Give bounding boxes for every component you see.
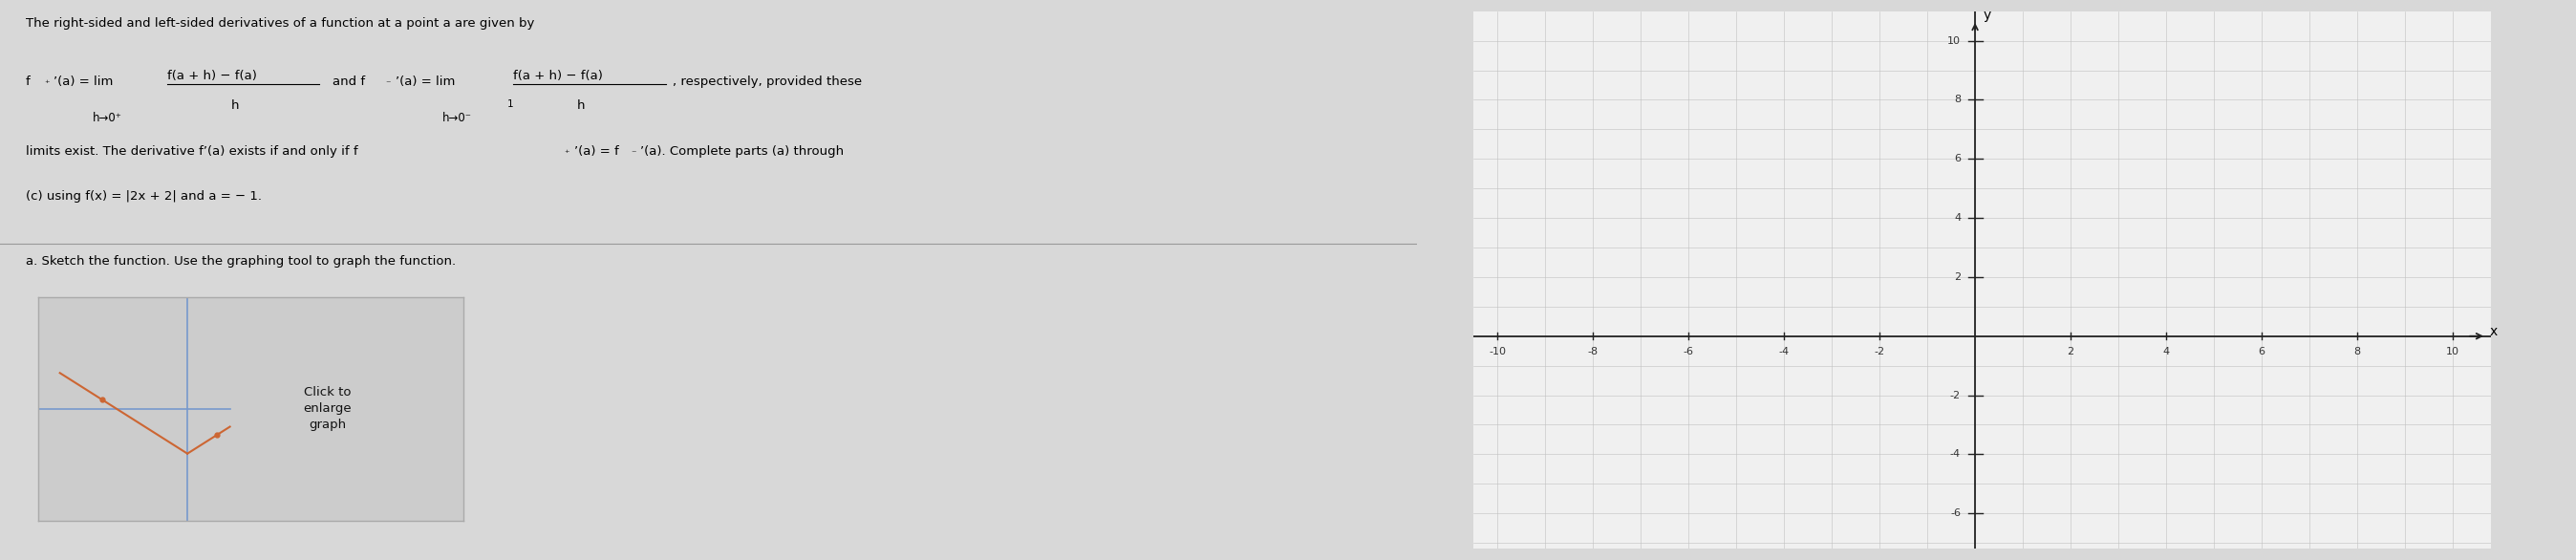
Text: y: y (1984, 9, 1991, 22)
Text: ’(a) = lim: ’(a) = lim (394, 76, 456, 88)
Text: h→0⁺: h→0⁺ (93, 112, 121, 124)
Text: ₋: ₋ (386, 76, 392, 85)
Text: 8: 8 (1955, 95, 1960, 105)
Text: a. Sketch the function. Use the graphing tool to graph the function.: a. Sketch the function. Use the graphing… (26, 255, 456, 267)
Text: -2: -2 (1950, 390, 1960, 400)
Text: limits exist. The derivative f’(a) exists if and only if f: limits exist. The derivative f’(a) exist… (26, 146, 358, 158)
Text: h: h (577, 99, 585, 111)
Text: 1: 1 (507, 99, 513, 109)
Text: ’(a) = lim: ’(a) = lim (54, 76, 113, 88)
Text: ₊: ₊ (44, 76, 49, 85)
Text: (c) using f(x) = |2x + 2| and a = − 1.: (c) using f(x) = |2x + 2| and a = − 1. (26, 190, 263, 203)
Text: ’(a) = f: ’(a) = f (574, 146, 618, 158)
Text: 2: 2 (1955, 272, 1960, 282)
Text: ₋: ₋ (631, 146, 636, 155)
Text: f(a + h) − f(a): f(a + h) − f(a) (513, 70, 603, 82)
Text: 6: 6 (2259, 347, 2264, 356)
Text: -4: -4 (1777, 347, 1790, 356)
Text: -6: -6 (1682, 347, 1692, 356)
Text: -6: -6 (1950, 508, 1960, 518)
Text: The right-sided and left-sided derivatives of a function at a point a are given : The right-sided and left-sided derivativ… (26, 17, 533, 29)
Text: 8: 8 (2354, 347, 2360, 356)
Text: 6: 6 (1955, 154, 1960, 164)
Text: f: f (26, 76, 31, 88)
Text: ₊: ₊ (564, 146, 569, 155)
Text: h→0⁻: h→0⁻ (443, 112, 471, 124)
Text: x: x (2488, 325, 2496, 338)
Text: 2: 2 (2066, 347, 2074, 356)
Text: 10: 10 (2447, 347, 2460, 356)
Text: -4: -4 (1950, 450, 1960, 459)
Text: , respectively, provided these: , respectively, provided these (672, 76, 863, 88)
Text: 10: 10 (1947, 36, 1960, 45)
Text: Click to
enlarge
graph: Click to enlarge graph (304, 386, 353, 431)
Text: f(a + h) − f(a): f(a + h) − f(a) (167, 70, 258, 82)
Text: 4: 4 (1955, 213, 1960, 223)
Text: -2: -2 (1875, 347, 1886, 356)
Text: h: h (232, 99, 240, 111)
Text: -8: -8 (1587, 347, 1597, 356)
Text: and f: and f (332, 76, 366, 88)
Text: 4: 4 (2164, 347, 2169, 356)
Text: ’(a). Complete parts (a) through: ’(a). Complete parts (a) through (641, 146, 845, 158)
Text: -10: -10 (1489, 347, 1507, 356)
